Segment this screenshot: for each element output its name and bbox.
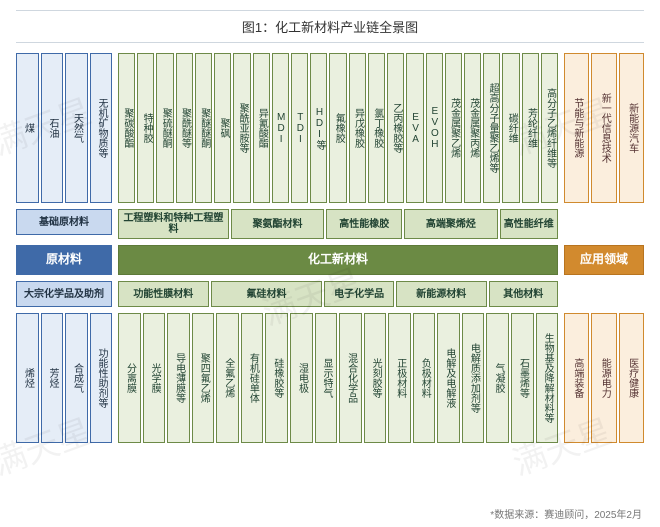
cell: 新能源汽车 (619, 53, 644, 203)
category-cell: 聚氨酯材料 (231, 209, 324, 239)
cell: 聚酰亚胺等 (233, 53, 250, 203)
cell: 聚硫醚酮 (156, 53, 173, 203)
cell: 导电薄膜等 (167, 313, 190, 443)
cell: 显示特气 (315, 313, 338, 443)
cell: 聚碳酸酯 (118, 53, 135, 203)
category-cell: 工程塑料和特种工程塑料 (118, 209, 229, 239)
cell: 有机硅单体 (241, 313, 264, 443)
cell: 分离膜 (118, 313, 141, 443)
cell: 合成气 (65, 313, 88, 443)
cell: 光刻胶等 (364, 313, 387, 443)
cell: 特种胶 (137, 53, 154, 203)
cell: MDI (272, 53, 289, 203)
cell: 高分子乙烯纤维等 (541, 53, 558, 203)
category-cell: 高端聚烯烃 (404, 209, 497, 239)
cell: 湿电极 (290, 313, 313, 443)
cell: 全氟乙烯 (216, 313, 239, 443)
cell: 节能与新能源 (564, 53, 589, 203)
cell: 聚醚醚酮 (195, 53, 212, 203)
category-cell: 新能源材料 (396, 281, 487, 307)
cell: 异戊橡胶 (349, 53, 366, 203)
cell: 碳纤维 (502, 53, 519, 203)
cell: 负极材料 (413, 313, 436, 443)
diagram-title: 图1：化工新材料产业链全景图 (16, 10, 644, 43)
bot-row: 烯烃芳烃合成气功能性助剂等 分离膜光学膜导电薄膜等聚四氟乙烯全氟乙烯有机硅单体硅… (16, 313, 644, 443)
cell: 聚四氟乙烯 (192, 313, 215, 443)
cell: 茂金属聚乙烯 (445, 53, 462, 203)
cell: 光学膜 (143, 313, 166, 443)
cell: 功能性助剂等 (90, 313, 113, 443)
cell: 能源电力 (591, 313, 616, 443)
cell: 芳烃 (41, 313, 64, 443)
cell: 医疗健康 (619, 313, 644, 443)
cell: 芳纶纤维 (522, 53, 539, 203)
cell: 无机矿物质等 (90, 53, 113, 203)
diagram-canvas: 图1：化工新材料产业链全景图 满天星 满天星 满天星 满天星 满天星 煤石油天然… (0, 0, 660, 527)
cell: 正极材料 (388, 313, 411, 443)
cell: 氯丁橡胶 (368, 53, 385, 203)
cell: 煤 (16, 53, 39, 203)
cell: 高端装备 (564, 313, 589, 443)
cell: 生物基及降解材料等 (536, 313, 559, 443)
cats-top-row: 基础原材料 工程塑料和特种工程塑料聚氨酯材料高性能橡胶高端聚烯烃高性能纤维 (16, 209, 644, 239)
cell: 石墨烯等 (511, 313, 534, 443)
top-row: 煤石油天然气无机矿物质等 聚碳酸酯特种胶聚硫醚酮聚酰醚等聚醚醚酮聚砜聚酰亚胺等异… (16, 53, 644, 203)
hub-center: 化工新材料 (118, 245, 558, 275)
cell: 新一代信息技术 (591, 53, 616, 203)
category-cell: 高性能纤维 (500, 209, 558, 239)
hub-right: 应用领域 (564, 245, 644, 275)
category-cell: 其他材料 (489, 281, 558, 307)
cell: 混合化学品 (339, 313, 362, 443)
cell: EVA (406, 53, 423, 203)
hub-left: 原材料 (16, 245, 112, 275)
category-cell: 氟硅材料 (211, 281, 323, 307)
cell: 乙丙橡胶等 (387, 53, 404, 203)
cell: 天然气 (65, 53, 88, 203)
cell: 石油 (41, 53, 64, 203)
cell: 异氰酸酯 (253, 53, 270, 203)
cell: 聚砜 (214, 53, 231, 203)
cell: HDI等 (310, 53, 327, 203)
cats-top-left: 基础原材料 (16, 209, 112, 235)
cats-bot-left: 大宗化学品及助剂 (16, 281, 112, 307)
cell: EVOH (426, 53, 443, 203)
source-footnote: *数据来源：赛迪顾问，2025年2月 (490, 506, 642, 521)
cell: 茂金属聚丙烯 (464, 53, 481, 203)
category-cell: 高性能橡胶 (326, 209, 402, 239)
category-cell: 功能性膜材料 (118, 281, 209, 307)
cell: 氟橡胶 (329, 53, 346, 203)
hub-row: 原材料 化工新材料 应用领域 (16, 245, 644, 275)
cell: 气凝胶 (486, 313, 509, 443)
cats-bot-row: 大宗化学品及助剂 功能性膜材料氟硅材料电子化学品新能源材料其他材料 (16, 281, 644, 307)
category-cell: 电子化学品 (324, 281, 393, 307)
cell: 烯烃 (16, 313, 39, 443)
cell: 超高分子量聚乙烯等 (483, 53, 500, 203)
cell: 聚酰醚等 (176, 53, 193, 203)
cell: 电解质添加剂等 (462, 313, 485, 443)
cell: TDI (291, 53, 308, 203)
cell: 硅橡胶等 (265, 313, 288, 443)
cell: 电解及电解液 (437, 313, 460, 443)
